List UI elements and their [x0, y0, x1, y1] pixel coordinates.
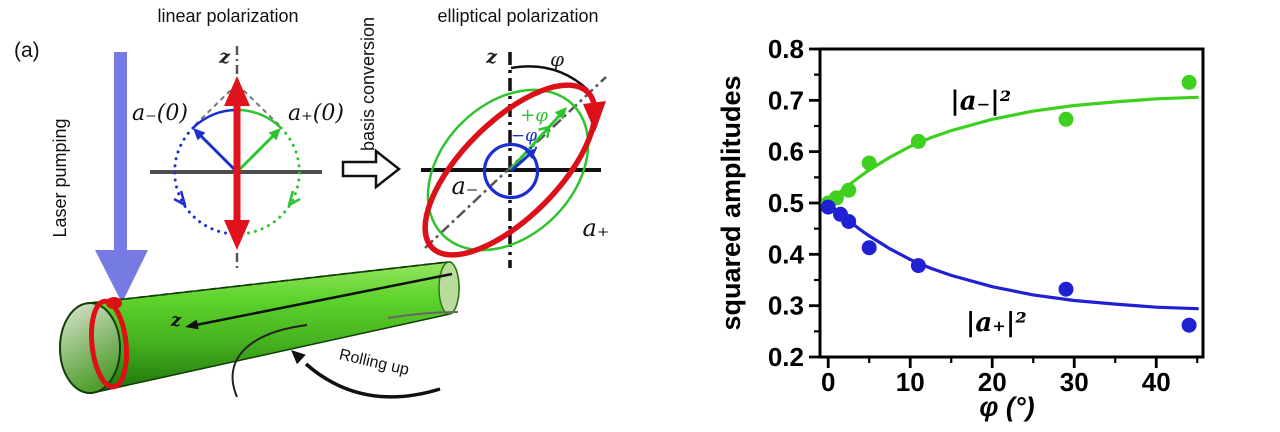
x-axis-title: φ (°): [979, 392, 1034, 422]
basis-conversion-label: basis conversion: [358, 17, 378, 151]
y-tick-label: 0.4: [768, 239, 805, 269]
z-axis-label: z: [485, 46, 498, 68]
minus-phi-arrowhead-icon: [525, 148, 537, 159]
tube-right-cap: [438, 261, 460, 315]
fit-curve: [826, 95, 1199, 205]
construction-dashed-lines: [192, 83, 282, 128]
red-ellipse-arrowhead-icon: [583, 101, 606, 132]
a-plus-label: a₊: [583, 214, 610, 242]
data-point: [861, 240, 877, 256]
tube-z-label: z: [170, 310, 182, 331]
amplitude-chart: squared amplitudes 0 10 20 30 40 0.2 0.3 0.4 0.5…: [716, 34, 1205, 422]
phi-label: φ: [550, 47, 564, 71]
a-minus-label: a₋: [452, 172, 479, 200]
laser-arrow-shaft: [114, 52, 127, 253]
data-point: [820, 199, 836, 215]
red-arrowhead-up-icon: [224, 76, 250, 106]
z-axis-label: z: [218, 46, 231, 68]
a-minus-arrowhead-icon: [193, 128, 206, 141]
plus-phi-arrow: [508, 113, 562, 172]
rolling-up-arrowhead-icon: [291, 350, 306, 365]
fit-curve: [826, 201, 1199, 311]
green-rotation-arrowhead-icon: [287, 190, 301, 207]
right-circular-basis-dotted-arc: [235, 126, 301, 236]
series-label: |a₋|²: [950, 86, 1011, 116]
y-axis-title: squared amplitudes: [716, 75, 746, 330]
y-tick-label: 0.2: [768, 342, 804, 372]
data-point: [910, 258, 926, 274]
series-label: |a₊|²: [966, 308, 1027, 338]
laser-pumping-label: Laser pumping: [50, 118, 70, 237]
a-plus-vector: [235, 131, 278, 174]
plus-phi-chevron-icon: [538, 125, 551, 138]
tube-z-arrow: [195, 272, 453, 327]
red-polarization-ellipse: [422, 82, 598, 258]
x-tick-label: 40: [1142, 367, 1171, 397]
panel-label: (a): [14, 39, 40, 62]
basis-conversion-arrow-icon: [341, 148, 402, 190]
x-tick-label: 30: [1060, 367, 1089, 397]
y-tick-label: 0.5: [768, 188, 804, 218]
microtube: z: [59, 261, 460, 394]
laser-spot: [106, 297, 122, 309]
plus-phi-arrowhead-icon: [554, 107, 567, 120]
y-tick-label: 0.7: [768, 85, 804, 115]
laser-pumping-arrow: [95, 52, 148, 303]
y-tick-label: 0.8: [768, 34, 804, 64]
a-plus-0-label: a₊(0): [288, 101, 344, 126]
y-tick-label: 0.6: [768, 137, 804, 167]
y-tick-label: 0.3: [768, 291, 804, 321]
elliptical-polarization-diagram: z φ +φ −φ a₋ a₊: [421, 46, 610, 268]
plus-phi-label: +φ: [520, 105, 548, 126]
roll-curvature-arc: [231, 324, 308, 398]
red-arrowhead-down-icon: [224, 220, 250, 250]
blue-rotation-arrowhead-icon: [173, 190, 187, 207]
x-tick-label: 10: [896, 367, 925, 397]
a-plus-arrowhead-icon: [268, 128, 281, 141]
data-point: [841, 182, 857, 198]
data-point: [861, 155, 877, 171]
x-tick-label: 0: [821, 367, 835, 397]
title-elliptical-polarization: elliptical polarization: [437, 6, 598, 26]
data-point: [910, 133, 926, 149]
laser-arrow-head-icon: [95, 250, 148, 303]
minus-phi-dotted-arc: [519, 144, 540, 150]
a-minus-0-label: a₋(0): [132, 101, 188, 126]
green-solid-arc: [236, 108, 282, 129]
a-minus-vector: [196, 131, 239, 174]
x-tick-label: 20: [978, 367, 1007, 397]
minus-phi-arrow: [509, 152, 532, 173]
data-point: [1058, 281, 1074, 297]
title-linear-polarization: linear polarization: [157, 6, 298, 26]
data-point: [841, 214, 857, 229]
data-point: [1058, 111, 1074, 127]
tube-top-seam-dashed: [89, 261, 449, 304]
diagram-panel: (a) linear polarization elliptical polar…: [14, 6, 610, 399]
chart-plot-area: 0 10 20 30 40 0.2 0.3 0.4 0.5 0.6 0.7 0.8 |a₋|² |a₊|²: [768, 34, 1205, 397]
data-point: [1181, 74, 1197, 90]
rolling-up-label: Rolling up: [337, 346, 410, 379]
tilted-axis-dashdot: [424, 76, 607, 249]
linear-polarization-diagram: z a₋(0) a₊(0): [132, 46, 344, 270]
membrane-sheet-line: [387, 311, 459, 319]
left-circular-basis-dotted-arc: [173, 126, 239, 236]
tube-z-arrowhead-icon: [185, 319, 199, 330]
minus-phi-label: −φ: [511, 126, 537, 146]
data-point: [1181, 317, 1197, 333]
blue-solid-arc: [192, 108, 238, 129]
phi-angle-arc: [510, 65, 589, 91]
blue-circle: [482, 142, 540, 200]
green-ellipse: [426, 88, 590, 252]
rolling-up-arrow: [304, 362, 441, 399]
red-ring: [89, 298, 129, 390]
